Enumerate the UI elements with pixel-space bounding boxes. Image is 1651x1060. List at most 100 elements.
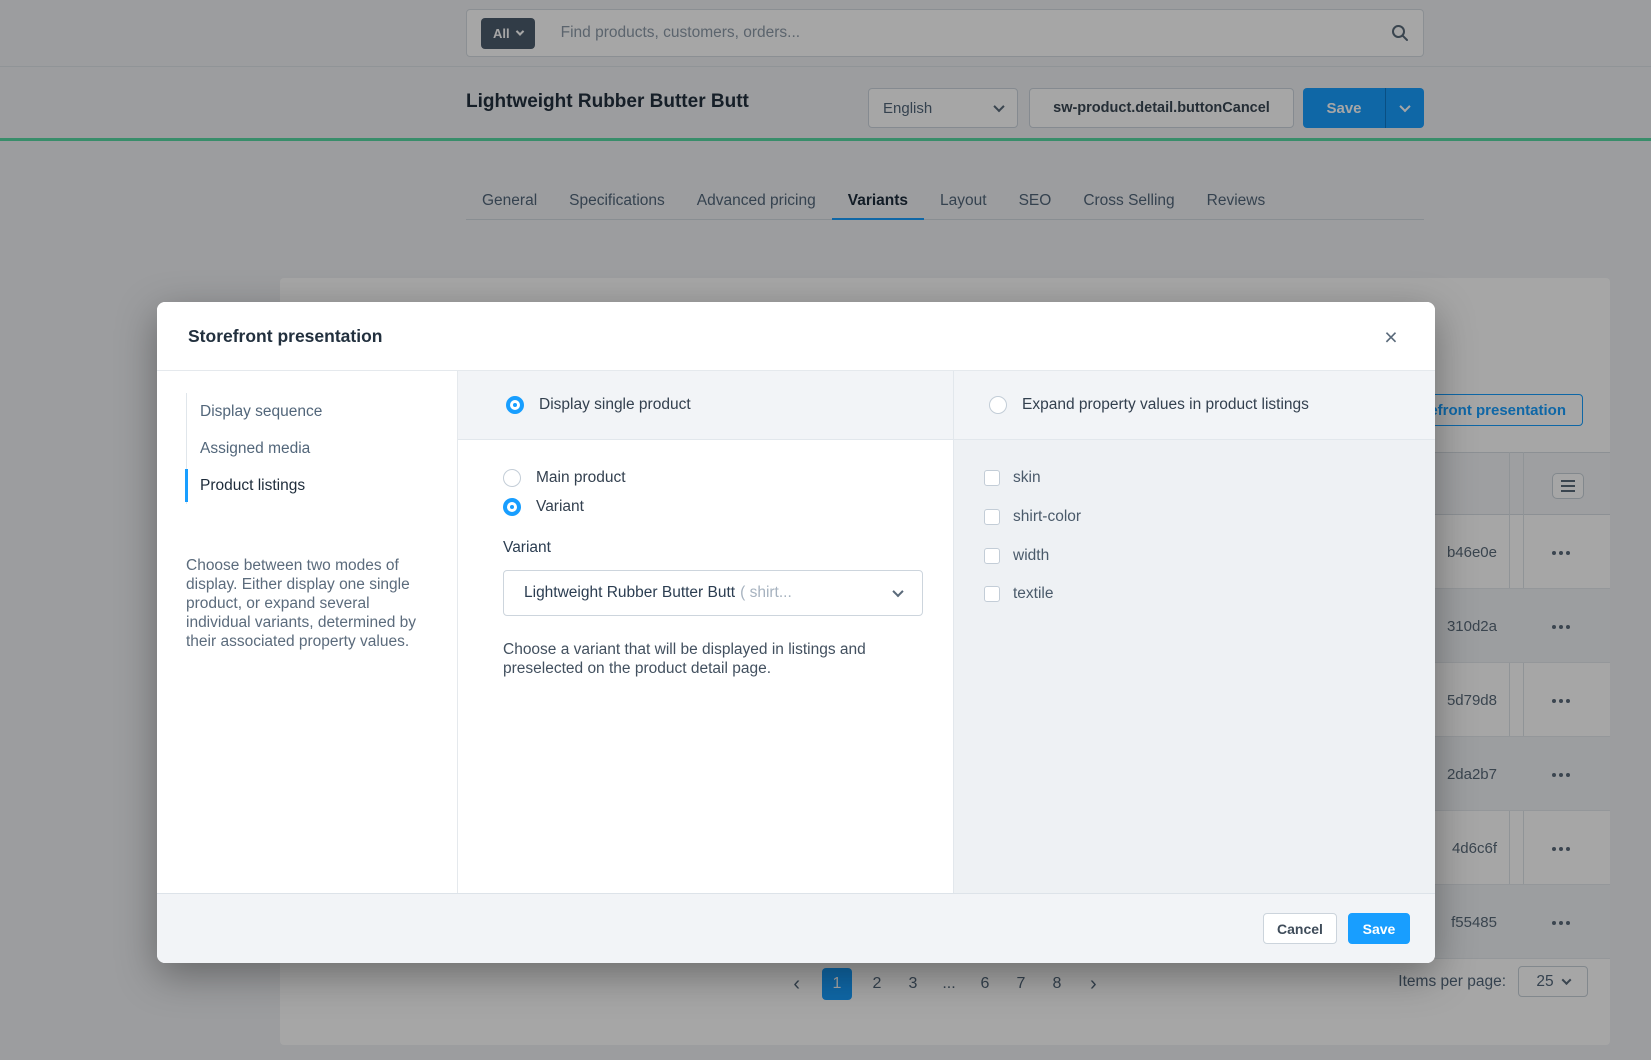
row-context-menu-icon[interactable] <box>1559 625 1563 629</box>
row-context-menu-icon[interactable] <box>1559 551 1563 555</box>
tab-reviews[interactable]: Reviews <box>1206 192 1266 209</box>
display-single-product-label: Display single product <box>539 396 691 413</box>
save-button[interactable]: Save <box>1326 99 1362 117</box>
search-icon[interactable] <box>1391 24 1409 42</box>
pagination-page-3[interactable]: 3 <box>908 975 918 992</box>
nav-item-product-listings[interactable]: Product listings <box>184 467 322 504</box>
main-product-label: Main product <box>536 469 626 486</box>
search-scope-dropdown[interactable]: All <box>481 17 535 49</box>
tab-general[interactable]: General <box>482 192 538 209</box>
radio-unchecked-icon[interactable] <box>989 396 1007 414</box>
modal-header: Storefront presentation × <box>157 302 1435 371</box>
modal-title: Storefront presentation <box>188 325 383 346</box>
cancel-button[interactable]: sw-product.detail.buttonCancel <box>1029 88 1294 128</box>
row-context-menu-icon[interactable] <box>1559 773 1563 777</box>
pagination-prev-icon[interactable]: ‹ <box>793 972 800 995</box>
modal-save-button[interactable]: Save <box>1348 913 1410 944</box>
table-column-divider <box>1509 452 1510 959</box>
variant-select-value: Lightweight Rubber Butter Butt <box>524 584 736 601</box>
pagination: ‹ 1 2 3 ... 6 7 8 › <box>280 968 1610 1000</box>
variant-helper-text: Choose a variant that will be displayed … <box>503 641 866 677</box>
tab-layout[interactable]: Layout <box>940 192 987 209</box>
pagination-page-7[interactable]: 7 <box>1016 975 1026 992</box>
variant-option[interactable]: Variant <box>503 498 584 516</box>
tab-advanced-pricing[interactable]: Advanced pricing <box>696 192 816 209</box>
checkbox-unchecked-icon[interactable] <box>984 470 1000 486</box>
property-textile[interactable]: textile <box>984 585 1054 603</box>
radio-checked-icon[interactable] <box>503 498 521 516</box>
variant-id-fragment: f55485 <box>1451 913 1497 931</box>
property-shirt-color[interactable]: shirt-color <box>984 508 1081 526</box>
variant-field-label: Variant <box>503 539 551 556</box>
module-accent-line <box>0 138 1651 141</box>
property-skin[interactable]: skin <box>984 469 1041 487</box>
property-width[interactable]: width <box>984 547 1049 565</box>
tab-specifications[interactable]: Specifications <box>569 192 665 209</box>
property-label: textile <box>1013 585 1054 602</box>
property-label: width <box>1013 547 1050 564</box>
display-single-product-option[interactable]: Display single product <box>506 396 691 414</box>
save-split-button[interactable]: Save <box>1303 88 1424 128</box>
pagination-page-2[interactable]: 2 <box>872 975 882 992</box>
property-label: shirt-color <box>1013 508 1082 525</box>
modal-description: Choose between two modes of display. Eit… <box>186 557 417 650</box>
save-dropdown-toggle[interactable] <box>1385 88 1424 128</box>
variant-select[interactable]: Lightweight Rubber Butter Butt ( shirt..… <box>503 570 923 616</box>
page-title: Lightweight Rubber Butter Butt <box>466 91 749 112</box>
chevron-down-icon <box>892 585 904 598</box>
table-column-divider <box>1523 452 1524 959</box>
pagination-page-1[interactable]: 1 <box>822 968 852 1000</box>
radio-checked-icon[interactable] <box>506 396 524 414</box>
pagination-page-6[interactable]: 6 <box>980 975 990 992</box>
items-per-page-select[interactable]: 25 <box>1518 966 1588 997</box>
global-search[interactable]: All <box>466 9 1424 57</box>
variant-option-label: Variant <box>536 498 584 515</box>
pagination-ellipsis: ... <box>942 975 956 992</box>
pagination-next-icon[interactable]: › <box>1090 972 1097 995</box>
expand-properties-column: Expand property values in product listin… <box>953 371 1435 893</box>
property-label: skin <box>1013 469 1041 486</box>
checkbox-unchecked-icon[interactable] <box>984 586 1000 602</box>
modal-footer: Cancel Save <box>157 893 1435 963</box>
table-settings-button[interactable] <box>1552 473 1584 499</box>
checkbox-unchecked-icon[interactable] <box>984 548 1000 564</box>
row-context-menu-icon[interactable] <box>1559 847 1563 851</box>
checkbox-unchecked-icon[interactable] <box>984 509 1000 525</box>
row-context-menu-icon[interactable] <box>1559 921 1563 925</box>
items-per-page-value: 25 <box>1536 972 1554 990</box>
tab-variants[interactable]: Variants <box>831 183 925 220</box>
nav-item-display-sequence[interactable]: Display sequence <box>200 403 323 420</box>
table-settings-icon <box>1561 480 1575 492</box>
row-context-menu-icon[interactable] <box>1559 699 1563 703</box>
main-product-option[interactable]: Main product <box>503 469 626 487</box>
items-per-page-label: Items per page: <box>1398 972 1506 990</box>
close-icon[interactable]: × <box>1384 323 1398 350</box>
expand-properties-header: Expand property values in product listin… <box>954 371 1435 440</box>
variant-id-fragment: 2da2b7 <box>1446 765 1497 783</box>
product-detail-tabs: General Specifications Advanced pricing … <box>466 183 1424 220</box>
nav-item-assigned-media[interactable]: Assigned media <box>200 440 311 457</box>
single-product-column: Display single product Main product Vari… <box>457 371 953 893</box>
pagination-page-8[interactable]: 8 <box>1052 975 1062 992</box>
modal-cancel-button[interactable]: Cancel <box>1263 913 1337 944</box>
modal-nav: Display sequence Assigned media Product … <box>184 393 323 504</box>
topbar-divider <box>0 66 1651 67</box>
variant-id-fragment: 5d79d8 <box>1446 691 1497 709</box>
variant-id-fragment: 310d2a <box>1446 617 1497 635</box>
tab-cross-selling[interactable]: Cross Selling <box>1083 192 1175 209</box>
tab-seo[interactable]: SEO <box>1018 192 1052 209</box>
expand-property-values-label: Expand property values in product listin… <box>1022 396 1309 413</box>
modal-body: Display sequence Assigned media Product … <box>157 371 1435 893</box>
modal-sidebar: Display sequence Assigned media Product … <box>157 371 457 893</box>
expand-property-values-option[interactable]: Expand property values in product listin… <box>989 396 1309 414</box>
single-product-header: Display single product <box>458 371 953 440</box>
search-scope-label: All <box>493 25 510 41</box>
radio-unchecked-icon[interactable] <box>503 469 521 487</box>
storefront-presentation-modal: Storefront presentation × Display sequen… <box>157 302 1435 963</box>
search-input[interactable] <box>560 24 1391 42</box>
variant-id-fragment: 4d6c6f <box>1451 839 1497 857</box>
variant-id-fragment: b46e0e <box>1446 543 1497 561</box>
language-select[interactable]: English <box>868 88 1018 128</box>
variant-select-hint: ( shirt... <box>740 584 792 601</box>
